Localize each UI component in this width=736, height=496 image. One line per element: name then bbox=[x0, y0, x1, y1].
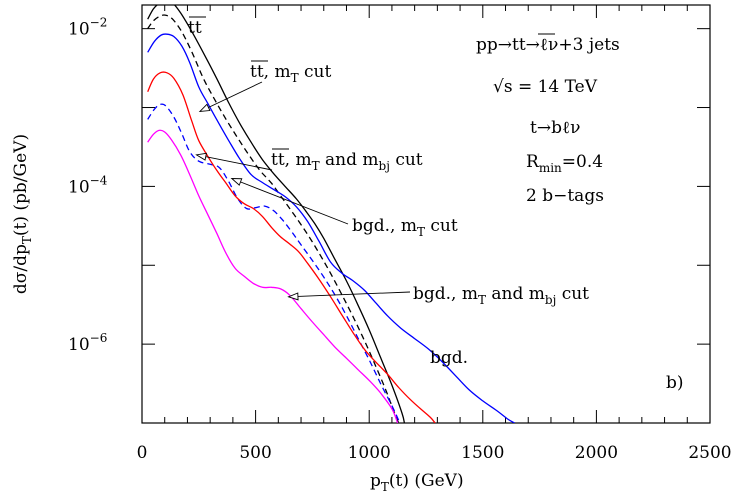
y-tick-label: 10−6 bbox=[68, 331, 107, 355]
series-line-4 bbox=[147, 71, 436, 423]
panel-label: b) bbox=[666, 373, 684, 393]
x-tick-label: 1000 bbox=[348, 443, 391, 463]
series-line-1 bbox=[147, 14, 400, 423]
x-axis-label: pT(t) (GeV) bbox=[370, 471, 464, 494]
info-line-process: pp→tt→ℓν+3 jets bbox=[476, 35, 620, 55]
annotation-arrows bbox=[195, 81, 411, 301]
annotation-arrowhead bbox=[198, 103, 211, 113]
annotation-arrow bbox=[288, 291, 411, 298]
annotation-label-ttbar: tt bbox=[188, 18, 202, 38]
annotation-label-bgd-mt-cut: bgd., mT cut bbox=[352, 216, 458, 239]
annotation-label-bgd-mt-mbj-cut: bgd., mT and mbj cut bbox=[413, 284, 589, 307]
series-line-3 bbox=[147, 103, 401, 423]
plot-frame bbox=[141, 4, 711, 424]
x-tick-label: 2500 bbox=[688, 443, 731, 463]
y-tick-label: 10−4 bbox=[68, 173, 108, 197]
info-line-decay: t→bℓν bbox=[530, 118, 580, 138]
series-line-0 bbox=[147, 5, 406, 423]
annotation-label-ttbar-mt-mbj-cut: tt, mT and mbj cut bbox=[271, 150, 423, 173]
axis-ticks bbox=[141, 5, 711, 424]
annotation-arrowhead bbox=[287, 292, 299, 301]
series-line-5 bbox=[147, 129, 399, 423]
info-line-btags: 2 b−tags bbox=[526, 186, 604, 206]
info-line-rmin: Rmin=0.4 bbox=[526, 152, 603, 175]
y-axis-label: dσ/dpT(t) (pb/GeV) bbox=[11, 134, 34, 294]
annotation-arrowhead bbox=[195, 152, 207, 161]
y-tick-label: 10−2 bbox=[68, 16, 107, 40]
annotation-label-ttbar-mt-cut: tt, mT cut bbox=[250, 62, 331, 85]
x-tick-label: 500 bbox=[239, 443, 271, 463]
annotation-arrowhead bbox=[230, 178, 243, 186]
y-tick-labels: 10−2 10−4 10−6 bbox=[68, 16, 108, 355]
annotation-label-bgd: bgd. bbox=[430, 348, 468, 368]
series-line-2 bbox=[147, 33, 515, 423]
x-tick-label: 2000 bbox=[575, 443, 618, 463]
x-tick-label: 1500 bbox=[461, 443, 504, 463]
series-curves bbox=[147, 5, 515, 423]
annotation-arrow bbox=[231, 178, 349, 225]
annotation-arrow bbox=[199, 81, 263, 112]
annotation-arrow bbox=[196, 154, 273, 171]
x-tick-label: 0 bbox=[137, 443, 148, 463]
info-line-energy: √s = 14 TeV bbox=[493, 77, 598, 97]
x-tick-labels: 0 500 1000 1500 2000 2500 bbox=[137, 443, 732, 463]
